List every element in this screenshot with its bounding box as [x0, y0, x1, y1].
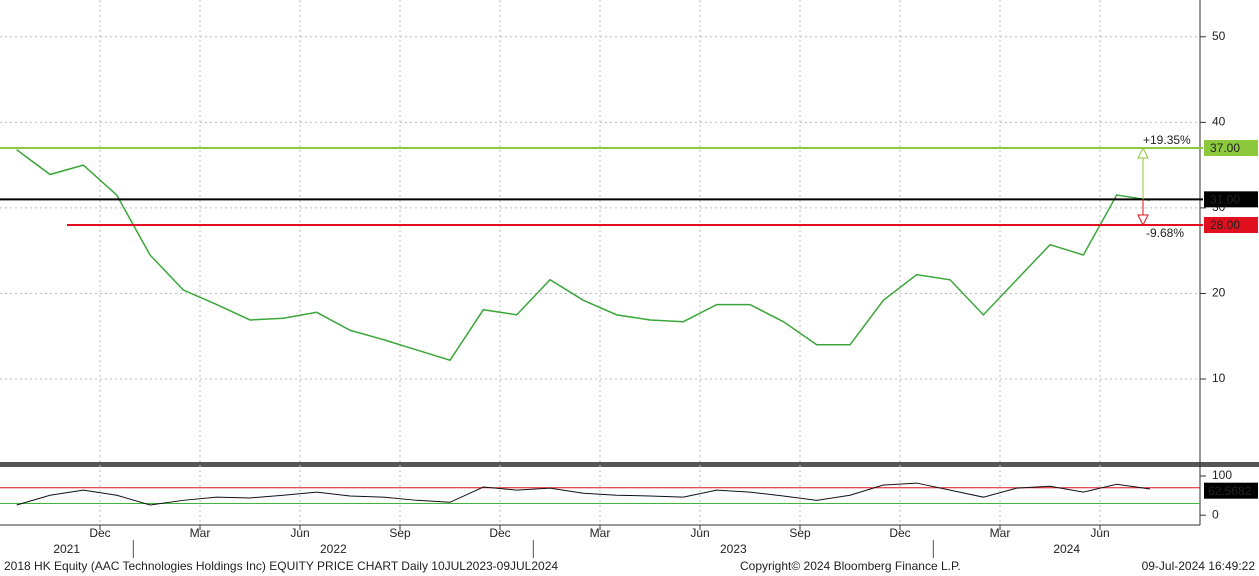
year-label: 2024	[1053, 542, 1080, 556]
rsi-line	[16, 482, 1151, 506]
rsi-tick-label: 0	[1212, 507, 1219, 521]
x-tick-label: Dec	[889, 526, 910, 540]
rsi-tick-label: 100	[1212, 468, 1232, 482]
level-label-box	[1204, 191, 1258, 208]
x-tick-label: Dec	[489, 526, 510, 540]
year-label: 2021	[53, 542, 80, 556]
x-tick-label: Jun	[290, 526, 309, 540]
rsi-value-label: 62.5682	[1208, 484, 1252, 498]
level-label-box	[1204, 217, 1258, 234]
x-tick-label: Sep	[789, 526, 811, 540]
price-line	[16, 149, 1151, 362]
x-tick-label: Mar	[190, 526, 211, 540]
y-tick-label: 10	[1212, 371, 1226, 385]
level-label: 31.00	[1210, 193, 1240, 207]
y-tick-label: 40	[1212, 115, 1226, 129]
annotation: -9.68%	[1146, 226, 1184, 240]
y-tick-label: 50	[1212, 29, 1226, 43]
footer-title: 2018 HK Equity (AAC Technologies Holding…	[4, 559, 558, 573]
footer-timestamp: 09-Jul-2024 16:49:22	[1142, 559, 1256, 573]
panel-divider	[0, 462, 1259, 467]
x-tick-label: Dec	[89, 526, 110, 540]
y-tick-label: 20	[1212, 286, 1226, 300]
x-tick-label: Mar	[590, 526, 611, 540]
x-tick-label: Jun	[1090, 526, 1109, 540]
level-label: 37.00	[1210, 141, 1240, 155]
down-arrow-head	[1137, 214, 1149, 227]
year-label: 2022	[320, 542, 347, 556]
footer-copyright: Copyright© 2024 Bloomberg Finance L.P.	[740, 559, 961, 573]
annotation: +19.35%	[1143, 133, 1191, 147]
x-tick-label: Mar	[990, 526, 1011, 540]
x-tick-label: Sep	[389, 526, 411, 540]
level-label-box	[1204, 140, 1258, 157]
level-label: 28.00	[1210, 218, 1240, 232]
x-tick-label: Jun	[690, 526, 709, 540]
up-arrow-head	[1137, 146, 1149, 159]
year-label: 2023	[720, 542, 747, 556]
rsi-value-box	[1204, 482, 1258, 499]
